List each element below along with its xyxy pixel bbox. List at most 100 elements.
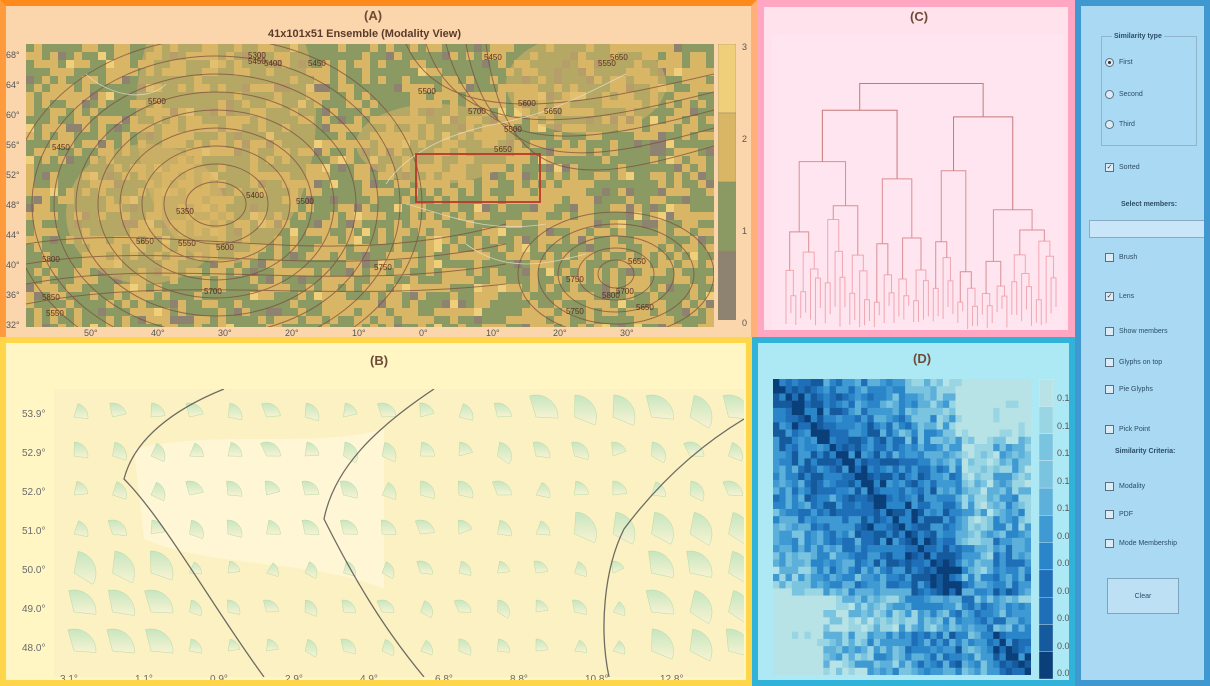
pie-glyph — [453, 599, 472, 613]
contour-label: 5450 — [308, 59, 326, 68]
pie-glyph — [112, 481, 127, 500]
mode-membership-check-icon[interactable] — [1105, 539, 1114, 548]
map-y-tick: 68° — [6, 50, 20, 60]
glyph-map[interactable] — [54, 389, 744, 677]
sorted-checkbox[interactable]: ✓ Sorted — [1105, 163, 1140, 172]
pie-glyph — [73, 481, 89, 496]
map-y-tick: 52° — [6, 170, 20, 180]
dendrogram[interactable] — [772, 35, 1064, 333]
radio-third[interactable]: Third — [1105, 120, 1135, 129]
pie-glyph — [227, 638, 241, 652]
pie-glyph — [532, 441, 551, 459]
select-members-input[interactable] — [1089, 220, 1204, 238]
pie-glyph — [67, 628, 97, 653]
contour-label: 5650 — [636, 303, 654, 312]
pie-glyph — [728, 512, 744, 544]
modality-checkbox[interactable]: Modality — [1105, 482, 1145, 491]
pie-glyph — [651, 511, 674, 545]
pie-glyph — [185, 480, 204, 496]
pie-glyphs-checkbox[interactable]: Pie Glyphs — [1105, 385, 1153, 394]
brush-checkbox[interactable]: Brush — [1105, 253, 1137, 262]
pick-point-check-icon[interactable] — [1105, 425, 1114, 434]
pie-glyph — [264, 480, 281, 496]
pie-glyph — [381, 482, 397, 500]
radio-second[interactable]: Second — [1105, 90, 1143, 99]
pie-glyph — [574, 394, 597, 426]
pie-glyph — [227, 560, 241, 574]
pie-glyph — [651, 441, 666, 464]
pie-glyph — [189, 599, 202, 617]
colorbar-tick: 3 — [742, 42, 748, 52]
radio-first-indicator[interactable] — [1105, 58, 1114, 67]
radio-second-indicator[interactable] — [1105, 90, 1114, 99]
pie-glyph — [301, 480, 320, 496]
pie-glyph — [150, 402, 166, 418]
glyph-x-tick: 1.1° — [135, 674, 153, 685]
pie-glyph — [150, 442, 166, 462]
pie-glyph — [73, 441, 89, 459]
pie-glyph — [420, 600, 433, 618]
contour-label: 5700 — [616, 287, 634, 296]
pie-glyph — [304, 441, 320, 457]
pdf-checkbox[interactable]: PDF — [1105, 510, 1133, 519]
glyph-y-tick: 52.9° — [22, 448, 46, 459]
contour-label: 5550 — [178, 239, 196, 248]
radio-third-indicator[interactable] — [1105, 120, 1114, 129]
map-y-tick: 64° — [6, 80, 20, 90]
pie-glyph — [497, 599, 510, 619]
map-y-tick: 60° — [6, 110, 20, 120]
pie-glyph — [73, 403, 89, 420]
mode-membership-label: Mode Membership — [1119, 540, 1177, 547]
lens-checkbox[interactable]: ✓ Lens — [1105, 292, 1134, 301]
pie-glyph — [304, 402, 320, 422]
pie-glyphs-check-icon[interactable] — [1105, 385, 1114, 394]
contour-label: 5850 — [42, 293, 60, 302]
contour-label: 5800 — [602, 291, 620, 300]
contour-label: 5750 — [566, 275, 584, 284]
sorted-check-icon[interactable]: ✓ — [1105, 163, 1114, 172]
pdf-check-icon[interactable] — [1105, 510, 1114, 519]
glyphs-on-top-checkbox[interactable]: Glyphs on top — [1105, 358, 1162, 367]
colorbar-tick: 1 — [742, 226, 748, 236]
modality-label: Modality — [1119, 483, 1146, 490]
pie-glyph — [414, 519, 435, 535]
pie-glyph — [68, 589, 97, 615]
show-members-checkbox[interactable]: Show members — [1105, 327, 1168, 336]
region-selection-box[interactable] — [415, 153, 541, 203]
contour-label: 5450 — [52, 143, 70, 152]
contour-label: 5450 — [484, 53, 502, 62]
brush-label: Brush — [1119, 254, 1138, 261]
lens-check-icon[interactable]: ✓ — [1105, 292, 1114, 301]
contour-label: 5500 — [296, 197, 314, 206]
mode-membership-checkbox[interactable]: Mode Membership — [1105, 539, 1177, 548]
contour-label: 5300 — [248, 51, 266, 60]
glyphs-on-top-check-icon[interactable] — [1105, 358, 1114, 367]
modality-check-icon[interactable] — [1105, 482, 1114, 491]
pie-glyph — [574, 480, 589, 496]
similarity-matrix[interactable] — [773, 379, 1031, 675]
panel-d-label: (D) — [913, 351, 932, 366]
pie-glyph — [106, 628, 135, 654]
pie-glyph — [574, 639, 587, 653]
similarity-criteria-title: Similarity Criteria: — [1115, 448, 1176, 455]
glyph-x-tick: 3.1° — [60, 674, 78, 685]
glyph-x-tick: 2.9° — [285, 674, 303, 685]
pie-glyph — [612, 640, 626, 655]
radio-first[interactable]: First — [1105, 58, 1133, 67]
contour-label: 5750 — [566, 307, 584, 316]
pie-glyph — [145, 628, 174, 654]
pie-glyph — [457, 519, 473, 535]
map-y-tick: 44° — [6, 230, 20, 240]
similarity-colorbar-tick: 0.0 — [1057, 530, 1070, 541]
pick-point-checkbox[interactable]: Pick Point — [1105, 425, 1150, 434]
panel-b: (B) 53.9° 52.9° 52.0° 51.0° 50.0° 49.0° 48.0° … — [0, 337, 752, 686]
pie-glyph — [497, 560, 510, 574]
glyph-y-tick: 49.0° — [22, 604, 46, 615]
brush-check-icon[interactable] — [1105, 253, 1114, 262]
glyph-y-tick: 51.0° — [22, 526, 46, 537]
pie-glyph — [339, 480, 358, 499]
show-members-check-icon[interactable] — [1105, 327, 1114, 336]
clear-button[interactable]: Clear — [1107, 578, 1179, 614]
pie-glyph — [261, 402, 281, 418]
